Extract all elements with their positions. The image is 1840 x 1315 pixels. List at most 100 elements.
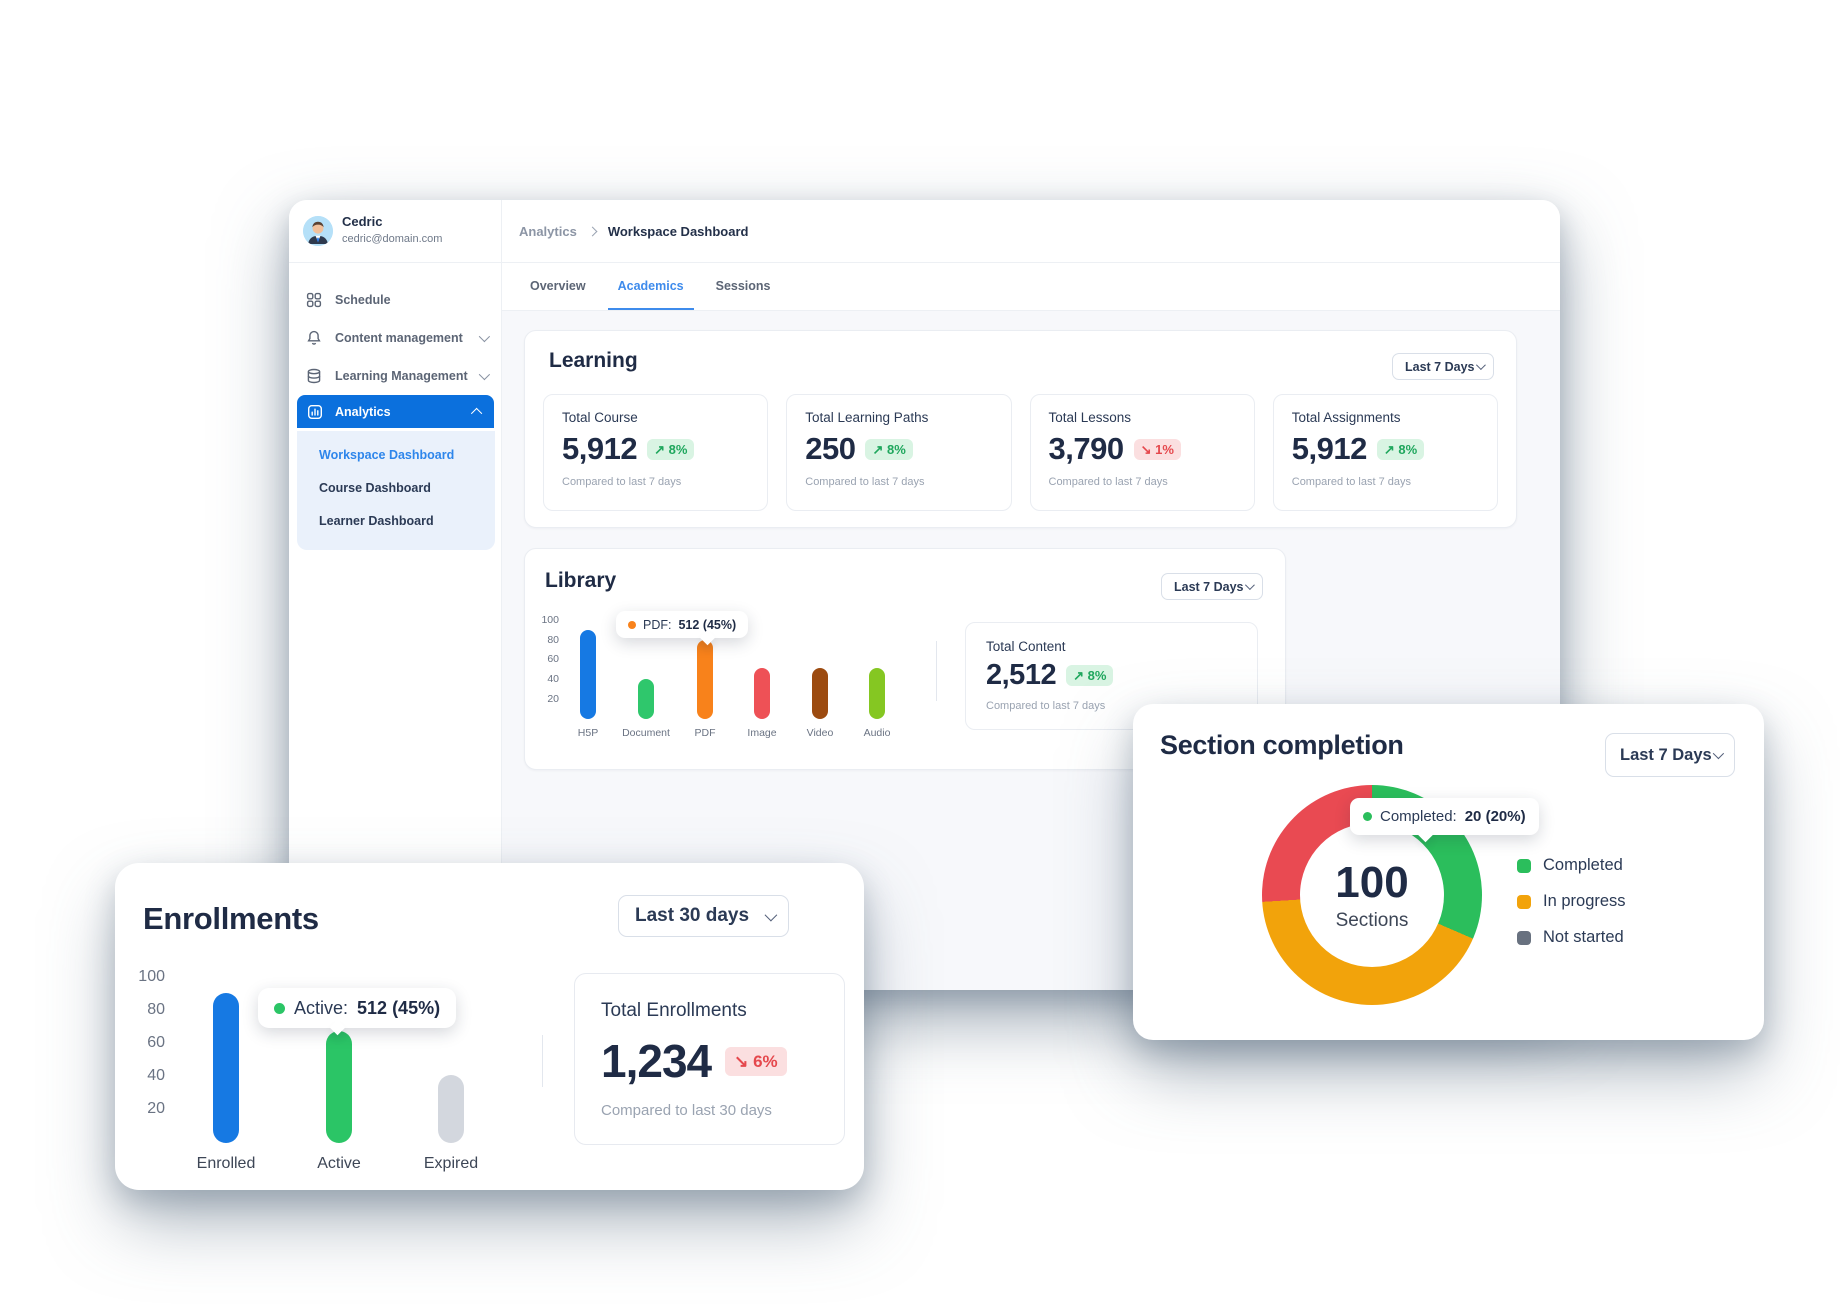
donut-center-label: Sections	[1335, 910, 1409, 931]
legend-label: In progress	[1543, 892, 1626, 910]
tab-sessions[interactable]: Sessions	[715, 278, 771, 293]
sidebar-nav: Schedule Content management	[289, 281, 501, 428]
sidebar-item-label: Content management	[335, 331, 463, 345]
bell-icon	[307, 330, 321, 345]
dropdown-value: Last 7 Days	[1620, 745, 1712, 764]
stat-value: 5,912	[1291, 431, 1368, 466]
bar-chart-icon	[308, 404, 323, 419]
learning-panel: Learning Last 7 Days Total Course 5,912 ↗ …	[524, 330, 1517, 528]
total-content-value: 2,512	[986, 659, 1057, 691]
learning-range-dropdown[interactable]: Last 7 Days	[1392, 353, 1494, 380]
learning-stats-grid: Total Course 5,912 ↗ 8% Compared to last 7 …	[543, 394, 1498, 511]
x-axis-label: Image	[747, 727, 777, 739]
tab-overview[interactable]: Overview	[530, 278, 586, 293]
section-range-dropdown[interactable]: Last 7 Days	[1605, 733, 1735, 777]
stat-value: 3,790	[1048, 431, 1125, 466]
library-chart-tooltip: PDF: 512 (45%)	[616, 611, 749, 638]
y-axis-tick: 20	[147, 1100, 165, 1118]
bar-h5p[interactable]	[580, 629, 596, 719]
sidebar-item-workspace-dashboard[interactable]: Workspace Dashboard	[319, 448, 455, 462]
stat-card: Total Assignments 5,912 ↗ 8% Compared to la…	[1272, 394, 1498, 511]
x-axis-label: Active	[317, 1155, 361, 1172]
stat-change-badge: ↗ 8%	[1376, 438, 1425, 460]
tab-academics[interactable]: Academics	[607, 263, 694, 310]
enrollments-title: Enrollments	[143, 901, 319, 936]
chevron-right-icon	[587, 226, 598, 236]
sidebar: Cedric cedric@domain.com Schedule	[289, 200, 502, 990]
tooltip-value: 20 (20%)	[1464, 808, 1526, 825]
y-axis-tick: 60	[147, 1034, 165, 1052]
sidebar-item-analytics[interactable]: Analytics	[297, 395, 494, 428]
stat-label: Total Course	[562, 410, 638, 425]
tooltip-label: Active:	[294, 997, 349, 1018]
total-content-change-badge: ↗ 8%	[1066, 665, 1114, 686]
bar-image[interactable]	[754, 667, 770, 719]
stat-caption: Compared to last 7 days	[1048, 476, 1168, 488]
breadcrumb: Analytics Workspace Dashboard	[502, 200, 1560, 263]
library-title: Library	[545, 569, 617, 592]
stat-label: Total Assignments	[1291, 410, 1401, 425]
library-bar-chart: 20 40 60 80 100 H5P Document PDF Image Video Audio	[525, 605, 945, 745]
enrollments-range-dropdown[interactable]: Last 30 days	[618, 895, 789, 937]
bar-video[interactable]	[812, 667, 828, 719]
enrollments-bar-chart: 20 40 60 80 100 Enrolled Active Expired	[115, 945, 585, 1175]
y-axis-tick: 100	[138, 968, 165, 986]
legend-label: Not started	[1543, 928, 1624, 946]
chevron-down-icon	[478, 368, 491, 381]
series-dot	[274, 1002, 285, 1014]
bar-active[interactable]	[326, 1030, 352, 1143]
donut-legend: Completed In progress Not started	[1517, 856, 1626, 964]
bar-document[interactable]	[638, 679, 654, 719]
learning-title: Learning	[549, 349, 638, 372]
sidebar-item-label: Learning Management	[335, 369, 468, 383]
app-window: Cedric cedric@domain.com Schedule	[289, 200, 1560, 990]
library-range-dropdown[interactable]: Last 7 Days	[1161, 573, 1263, 600]
stat-change-badge: ↗ 8%	[647, 438, 695, 460]
sidebar-item-course-dashboard[interactable]: Course Dashboard	[319, 481, 431, 495]
stat-value: 250	[805, 431, 856, 466]
y-axis-tick: 40	[147, 1067, 165, 1085]
avatar	[303, 216, 333, 246]
legend-item: In progress	[1517, 892, 1626, 911]
donut-center-value: 100	[1335, 858, 1409, 907]
section-completion-panel: Section completion Last 7 Days 100 Secti…	[1133, 704, 1764, 1040]
section-chart-tooltip: Completed: 20 (20%)	[1350, 798, 1539, 835]
dropdown-value: Last 30 days	[635, 905, 750, 926]
sidebar-item-learning-management[interactable]: Learning Management	[289, 357, 501, 395]
chevron-down-icon	[764, 908, 778, 921]
chevron-down-icon	[1712, 747, 1725, 760]
user-email: cedric@domain.com	[342, 233, 443, 245]
legend-swatch	[1517, 894, 1531, 909]
legend-item: Completed	[1517, 856, 1626, 875]
stat-label: Total Lessons	[1048, 410, 1132, 425]
bar-enrolled[interactable]	[213, 992, 239, 1143]
stat-card: Total Lessons 3,790 ↘ 1% Compared to last 7…	[1029, 394, 1255, 511]
stat-value: 5,912	[562, 431, 638, 466]
x-axis-label: Document	[622, 727, 670, 739]
sidebar-item-learner-dashboard[interactable]: Learner Dashboard	[319, 514, 434, 528]
bar-pdf[interactable]	[697, 639, 713, 719]
x-axis-label: Audio	[863, 727, 891, 739]
total-enrollments-card: Total Enrollments 1,234 ↘ 6% Compared to…	[574, 973, 845, 1145]
stat-card: Total Course 5,912 ↗ 8% Compared to last 7 …	[543, 394, 769, 511]
breadcrumb-parent[interactable]: Analytics	[519, 223, 577, 239]
bar-expired[interactable]	[438, 1075, 464, 1143]
y-axis-tick: 20	[547, 692, 559, 705]
tooltip-label: Completed:	[1380, 808, 1457, 825]
legend-swatch	[1517, 858, 1531, 873]
sidebar-item-label: Analytics	[335, 404, 391, 419]
x-axis-label: H5P	[577, 727, 599, 739]
y-axis-tick: 80	[147, 1001, 165, 1019]
sidebar-item-content-management[interactable]: Content management	[289, 319, 501, 357]
sidebar-item-schedule[interactable]: Schedule	[289, 281, 501, 319]
x-axis-label: Video	[806, 727, 834, 739]
sidebar-item-label: Schedule	[335, 293, 391, 307]
legend-label: Completed	[1543, 856, 1623, 874]
bar-audio[interactable]	[869, 667, 885, 719]
user-name: Cedric	[342, 214, 383, 229]
y-axis-tick: 80	[547, 633, 559, 646]
section-completion-title: Section completion	[1160, 730, 1404, 760]
user-profile[interactable]: Cedric cedric@domain.com	[289, 200, 501, 263]
tab-bar: Overview Academics Sessions	[502, 263, 1560, 311]
